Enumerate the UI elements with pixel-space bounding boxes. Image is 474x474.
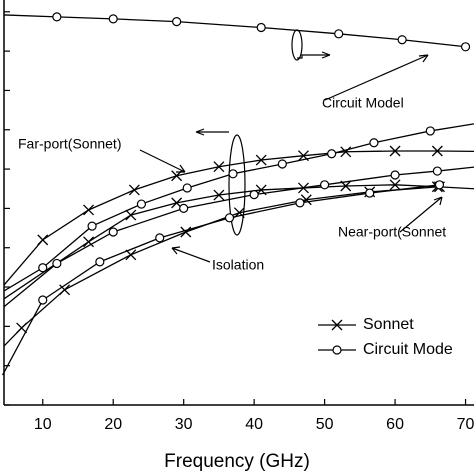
marker [327, 149, 337, 159]
arrow [195, 128, 229, 136]
arrow [399, 196, 443, 233]
arrow [139, 149, 186, 173]
annotation: Far-port(Sonnet) [18, 136, 121, 152]
x-tick-label: 10 [34, 416, 52, 433]
series-line [3, 184, 474, 300]
arrow [324, 54, 429, 101]
annotation: Near-port(Sonnet [338, 224, 446, 240]
legend-label: Sonnet [363, 316, 414, 333]
marker [431, 145, 443, 157]
marker [228, 169, 238, 179]
arrow [171, 246, 211, 263]
annotation: Isolation [212, 257, 264, 273]
marker [365, 188, 375, 198]
marker [389, 145, 401, 157]
marker [277, 159, 287, 169]
legend-marker [332, 345, 342, 355]
marker [52, 258, 62, 269]
marker [369, 138, 379, 148]
annotation-shapes [139, 29, 443, 263]
marker [389, 179, 401, 191]
marker [172, 17, 182, 27]
marker [83, 236, 95, 248]
marker [37, 234, 49, 246]
x-tick-label: 50 [316, 416, 334, 433]
marker [390, 170, 400, 180]
marker [83, 204, 95, 216]
marker [397, 35, 407, 45]
marker [87, 221, 97, 231]
x-tick-label: 60 [386, 416, 404, 433]
x-tick-label: 20 [104, 416, 122, 433]
marker [320, 180, 330, 190]
x-tick-label: 40 [245, 416, 263, 433]
marker [182, 183, 192, 193]
x-axis-label: Frequency (GHz) [164, 451, 310, 472]
marker [180, 226, 192, 238]
marker [213, 189, 225, 201]
x-tick-label: 70 [457, 416, 474, 433]
marker [108, 227, 118, 237]
legend-label: Circuit Mode [363, 341, 453, 358]
marker [128, 184, 140, 196]
marker [136, 199, 147, 209]
ellipse [228, 134, 246, 236]
marker [256, 22, 266, 33]
marker [155, 233, 165, 243]
marker [59, 284, 71, 296]
marker [171, 170, 183, 182]
marker [425, 126, 435, 136]
marker [108, 14, 118, 24]
arrow-head [418, 54, 429, 63]
marker [213, 161, 225, 173]
arrow [297, 51, 331, 59]
annotation: Circuit Model [322, 95, 404, 111]
marker [52, 12, 62, 22]
marker [16, 322, 28, 334]
marker [340, 146, 352, 158]
series-line [3, 150, 474, 286]
marker [334, 29, 344, 39]
legend-marker [331, 319, 343, 331]
series-line [3, 14, 466, 48]
marker [295, 198, 305, 208]
marker [125, 209, 137, 221]
marker [460, 42, 471, 52]
series-line [2, 184, 440, 376]
marker [95, 257, 105, 267]
marker [179, 203, 189, 213]
marker [38, 263, 48, 273]
x-tick-label: 30 [175, 416, 193, 433]
marker [434, 180, 445, 190]
marker [224, 213, 235, 223]
ellipse [291, 29, 303, 61]
marker [432, 166, 442, 176]
marker [38, 295, 48, 305]
marker [255, 154, 267, 166]
marker [249, 190, 259, 200]
